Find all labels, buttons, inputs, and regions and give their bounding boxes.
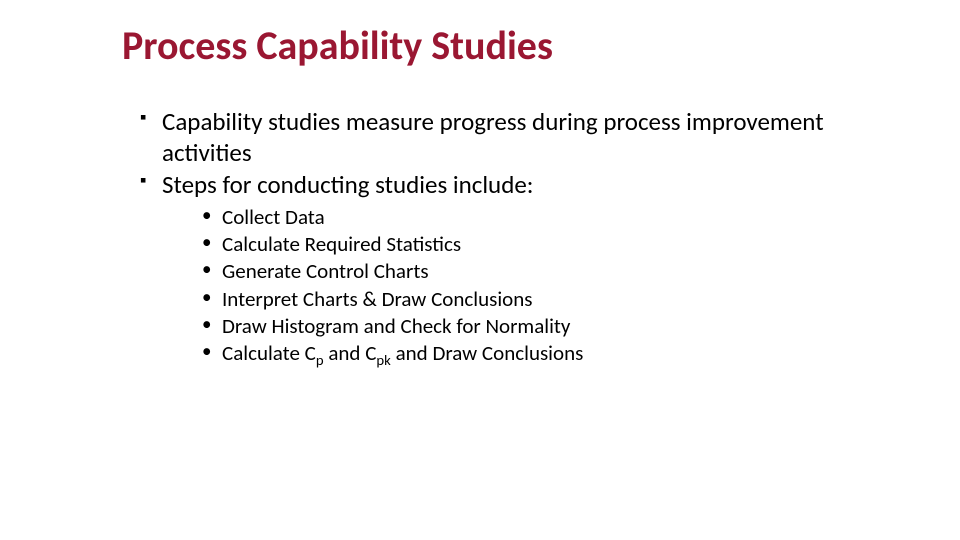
bullet-text-prefix: Calculate C — [222, 340, 316, 366]
list-item: Generate Control Charts — [202, 258, 880, 285]
bullet-text: Capability studies measure progress duri… — [162, 106, 824, 168]
bullet-text: Collect Data — [222, 204, 325, 230]
bullet-text-suffix: and Draw Conclusions — [391, 340, 584, 366]
list-item: Draw Histogram and Check for Normality — [202, 313, 880, 340]
list-item: Interpret Charts & Draw Conclusions — [202, 286, 880, 313]
list-item: Steps for conducting studies include: Co… — [140, 169, 880, 368]
slide-body: Capability studies measure progress duri… — [140, 106, 880, 368]
subscript: p — [316, 351, 324, 369]
slide: Process Capability Studies Capability st… — [0, 0, 960, 540]
bullet-text-mid: and C — [324, 340, 377, 366]
bullet-list-level1: Capability studies measure progress duri… — [140, 106, 880, 368]
list-item: Capability studies measure progress duri… — [140, 106, 880, 169]
bullet-text: Draw Histogram and Check for Normality — [222, 313, 570, 339]
slide-title: Process Capability Studies — [122, 24, 960, 68]
list-item: Calculate Required Statistics — [202, 231, 880, 258]
bullet-list-level2: Collect Data Calculate Required Statisti… — [202, 204, 880, 368]
bullet-text: Steps for conducting studies include: — [162, 169, 533, 200]
bullet-text: Generate Control Charts — [222, 258, 429, 284]
list-item: Collect Data — [202, 204, 880, 231]
bullet-text: Interpret Charts & Draw Conclusions — [222, 286, 532, 312]
list-item: Calculate Cp and Cpk and Draw Conclusion… — [202, 340, 880, 367]
subscript: pk — [376, 351, 390, 369]
bullet-text: Calculate Required Statistics — [222, 231, 461, 257]
